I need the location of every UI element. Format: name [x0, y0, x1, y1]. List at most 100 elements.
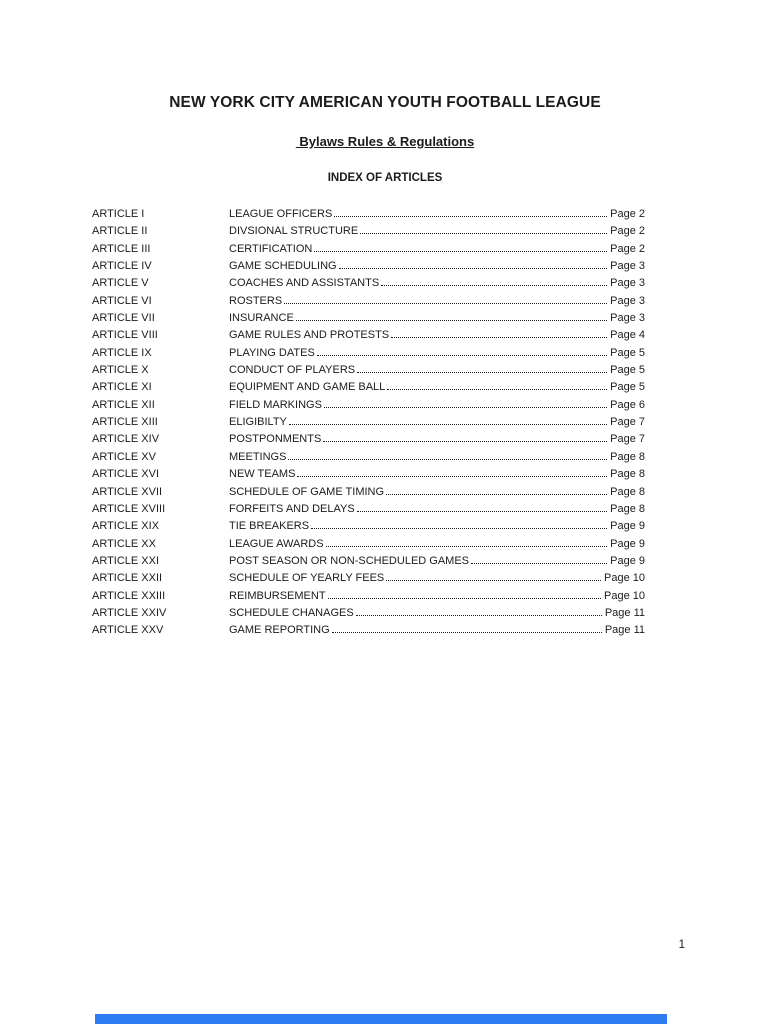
dot-leader [314, 250, 608, 252]
toc-row: ARTICLE XXII SCHEDULE OF YEARLY FEES Pag… [92, 570, 645, 587]
dot-leader [334, 216, 608, 217]
toc-row: ARTICLE XXIV SCHEDULE CHANAGES Page 11 [92, 605, 645, 622]
toc-row: ARTICLE XX LEAGUE AWARDS Page 9 [92, 536, 645, 553]
toc-row: ARTICLE VII INSURANCE Page 3 [92, 310, 645, 327]
toc-entry-title: CONDUCT OF PLAYERS [229, 364, 356, 377]
toc-page-ref: Page 3 [610, 277, 645, 290]
dot-leader [338, 268, 608, 270]
toc-row: ARTICLE X CONDUCT OF PLAYERS Page 5 [92, 362, 645, 379]
dot-leader [386, 580, 602, 582]
toc-entry-title: FORFEITS AND DELAYS [229, 502, 355, 515]
page-load-progress-bar [95, 1014, 667, 1024]
dot-leader [297, 476, 608, 478]
document-subtitle: Bylaws Rules & Regulations [0, 134, 770, 149]
toc-article-label: ARTICLE XII [92, 398, 155, 411]
document-title: NEW YORK CITY AMERICAN YOUTH FOOTBALL LE… [169, 94, 601, 111]
toc-entry-title: DIVSIONAL STRUCTURE [229, 225, 359, 238]
dot-leader [357, 372, 608, 374]
toc-row: ARTICLE IX PLAYING DATES Page 5 [92, 345, 645, 362]
toc-article-label: ARTICLE V [92, 277, 149, 290]
dot-leader [325, 545, 608, 547]
dot-leader [295, 320, 608, 322]
toc-entry-title: ROSTERS [229, 294, 283, 307]
toc-row: ARTICLE VI ROSTERS Page 3 [92, 293, 645, 310]
document-subtitle-text: Bylaws Rules & Regulations [295, 134, 475, 149]
toc-article-label: ARTICLE III [92, 242, 151, 255]
toc-page-ref: Page 3 [610, 260, 645, 273]
toc-article-label: ARTICLE XVI [92, 468, 160, 481]
toc-entry-title: SCHEDULE OF GAME TIMING [229, 485, 385, 498]
toc-article-label: ARTICLE XXV [92, 624, 164, 637]
toc-page-ref: Page 9 [610, 537, 645, 550]
toc-article-label: ARTICLE XI [92, 381, 152, 394]
toc-row: ARTICLE XV MEETINGS Page 8 [92, 449, 645, 466]
toc-article-label: ARTICLE VIII [92, 329, 158, 342]
toc-article-label: ARTICLE XIV [92, 433, 160, 446]
toc-entry-title: EQUIPMENT AND GAME BALL [229, 381, 386, 394]
toc-article-label: ARTICLE X [92, 364, 149, 377]
toc-entry-title: ELIGIBILTY [229, 416, 287, 429]
toc-page-ref: Page 10 [604, 572, 645, 585]
dot-leader [381, 285, 608, 287]
toc-article-label: ARTICLE IX [92, 346, 152, 359]
toc-page-ref: Page 8 [610, 502, 645, 515]
toc-page-ref: Page 5 [610, 346, 645, 359]
dot-leader [391, 337, 608, 339]
toc-page-ref: Page 2 [610, 242, 645, 255]
toc-row: ARTICLE XVI NEW TEAMS Page 8 [92, 466, 645, 483]
toc-page-ref: Page 6 [610, 398, 645, 411]
toc-entry-title: MEETINGS [229, 450, 287, 463]
toc-article-label: ARTICLE IV [92, 260, 152, 273]
toc-entry-title: REIMBURSEMENT [229, 589, 326, 602]
dot-leader [471, 562, 608, 564]
toc-article-label: ARTICLE II [92, 225, 148, 238]
toc-entry-title: SCHEDULE OF YEARLY FEES [229, 572, 385, 585]
toc-row: ARTICLE XXV GAME REPORTING Page 11 [92, 622, 645, 639]
toc-entry-title: LEAGUE AWARDS [229, 537, 324, 550]
toc-row: ARTICLE III CERTIFICATION Page 2 [92, 241, 645, 258]
toc-entry-title: FIELD MARKINGS [229, 398, 322, 411]
toc-row: ARTICLE XVIII FORFEITS AND DELAYS Page 8 [92, 501, 645, 518]
toc-entry-title: COACHES AND ASSISTANTS [229, 277, 380, 290]
dot-leader [311, 528, 608, 530]
toc-row: ARTICLE XXIII REIMBURSEMENT Page 10 [92, 588, 645, 605]
toc-page-ref: Page 5 [610, 381, 645, 394]
toc-article-label: ARTICLE XXIV [92, 606, 167, 619]
toc-page-ref: Page 4 [610, 329, 645, 342]
page-number: 1 [678, 939, 685, 951]
toc-row: ARTICLE VIII GAME RULES AND PROTESTS Pag… [92, 327, 645, 344]
toc-article-label: ARTICLE XXII [92, 572, 163, 585]
toc-entry-title: SCHEDULE CHANAGES [229, 606, 354, 619]
toc-article-label: ARTICLE XVIII [92, 502, 166, 515]
toc-row: ARTICLE I LEAGUE OFFICERS Page 2 [92, 206, 645, 223]
toc-article-label: ARTICLE VI [92, 294, 152, 307]
dot-leader [288, 458, 608, 460]
toc-article-label: ARTICLE I [92, 208, 145, 220]
toc-row: ARTICLE XIX TIE BREAKERS Page 9 [92, 518, 645, 535]
toc-entry-title: PLAYING DATES [229, 346, 315, 359]
toc-page-ref: Page 5 [610, 364, 645, 377]
toc-page-ref: Page 7 [610, 416, 645, 429]
toc-page-ref: Page 3 [610, 294, 645, 307]
toc-row: ARTICLE II DIVSIONAL STRUCTURE Page 2 [92, 223, 645, 240]
dot-leader [284, 302, 608, 304]
toc-page-ref: Page 11 [604, 606, 645, 619]
toc-entry-title: GAME RULES AND PROTESTS [229, 329, 390, 342]
toc-page-ref: Page 9 [610, 554, 645, 567]
dot-leader [288, 424, 608, 426]
toc-row: ARTICLE XIII ELIGIBILTY Page 7 [92, 414, 645, 431]
dot-leader [386, 493, 608, 495]
dot-leader [387, 389, 608, 391]
toc-row: ARTICLE IV GAME SCHEDULING Page 3 [92, 258, 645, 275]
toc-page-ref: Page 8 [610, 485, 645, 498]
dot-leader [327, 597, 602, 599]
toc-entry-title: INSURANCE [229, 312, 294, 325]
dot-leader [360, 233, 608, 235]
toc-page-ref: Page 2 [610, 225, 645, 238]
toc-entry-title: NEW TEAMS [229, 468, 296, 481]
toc-page-ref: Page 7 [610, 433, 645, 446]
toc-page-ref: Page 11 [604, 624, 645, 637]
toc-entry-title: LEAGUE OFFICERS [229, 208, 333, 220]
toc-entry-title: POSTPONMENTS [229, 433, 322, 446]
